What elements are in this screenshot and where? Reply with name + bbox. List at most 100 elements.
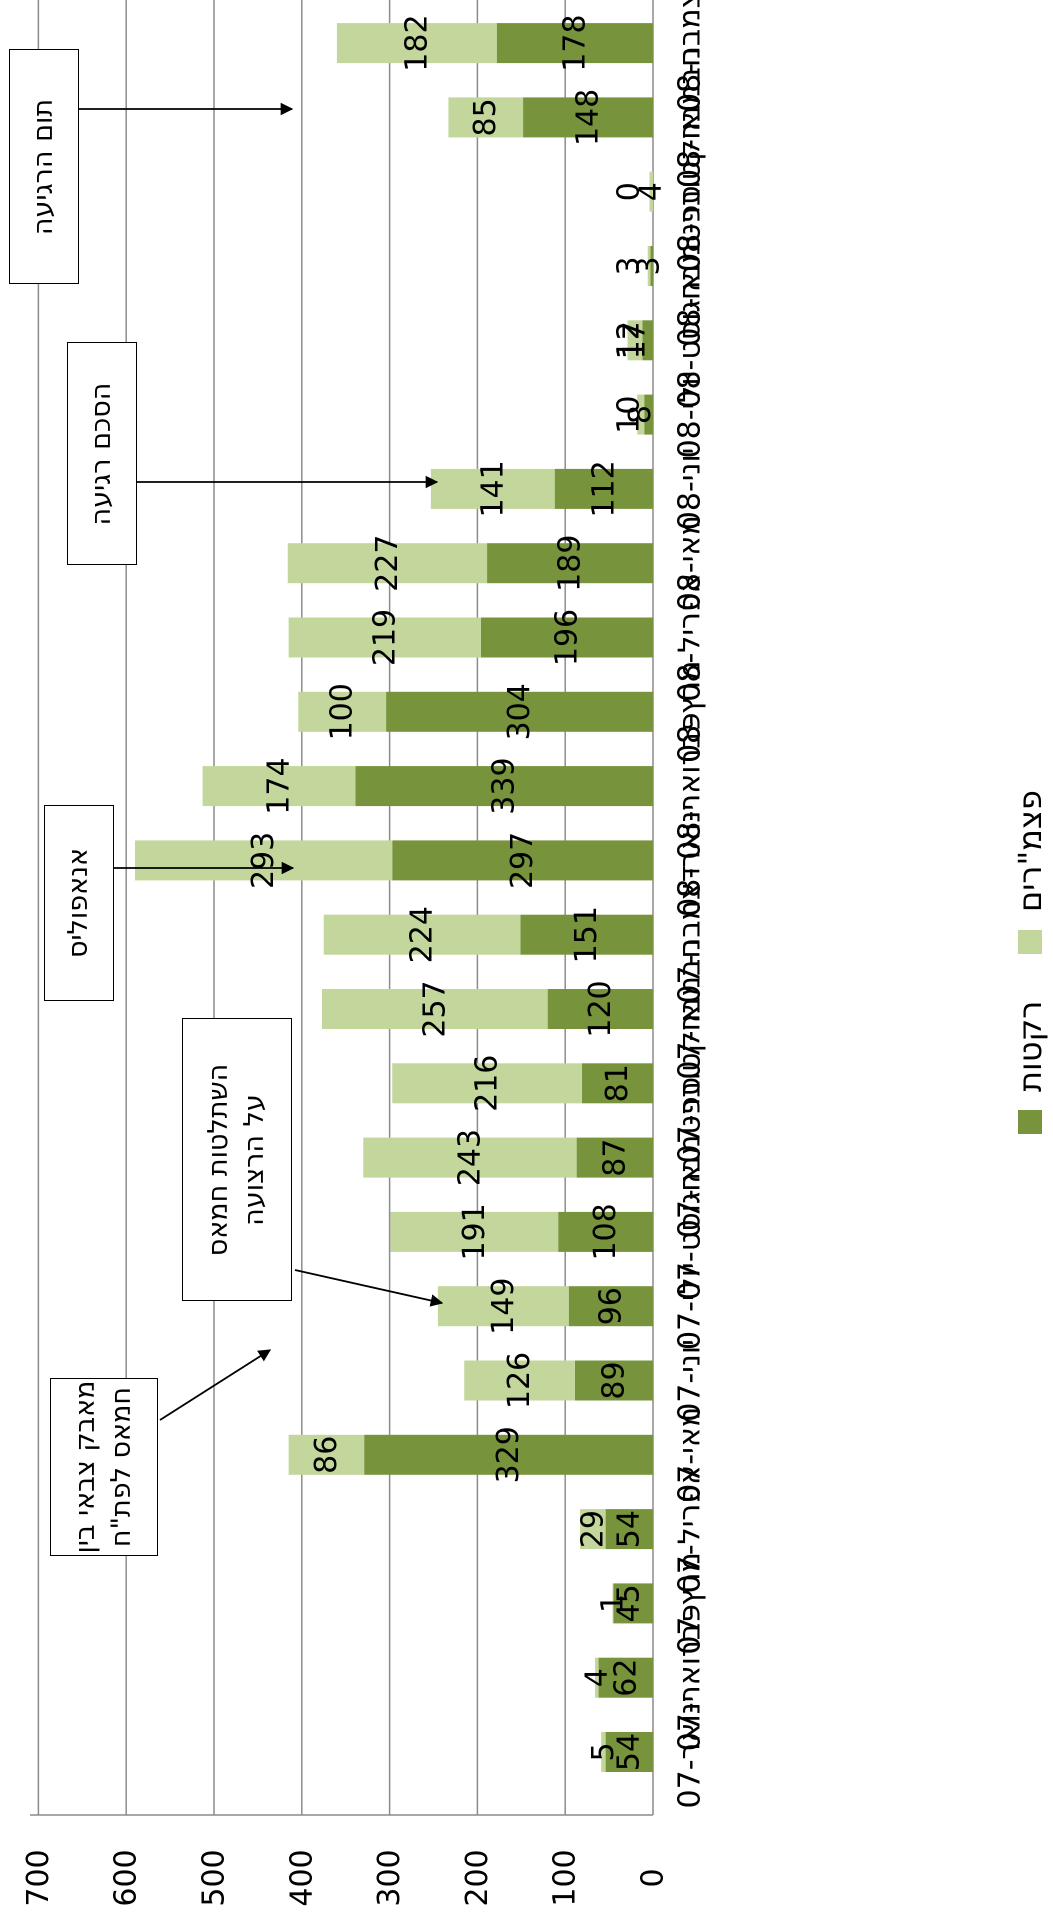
data-label-rockets: 112 [586, 460, 621, 517]
data-label-rockets: 0 [612, 182, 647, 201]
data-label-mortars: 243 [452, 1129, 487, 1186]
category-tick-label: 07-מאי [673, 1407, 708, 1503]
data-label-rockets: 297 [505, 832, 540, 889]
data-label-mortars: 293 [246, 832, 281, 889]
bar-mortars [336, 23, 497, 64]
data-label-mortars: 5 [586, 1742, 621, 1761]
annotation-hamas-takeover: השתלטות חמאס על הרצועה [182, 1018, 292, 1301]
category-tick-label: 08-מרץ [673, 661, 708, 764]
annotation-arrow [294, 1269, 444, 1307]
bar-mortars [288, 1434, 365, 1475]
value-tick-label: 300 [372, 1849, 407, 1906]
category-tick-label: 08-יוני [673, 448, 708, 531]
data-label-mortars: 86 [309, 1436, 344, 1474]
bar-mortars [464, 1360, 575, 1401]
data-label-mortars: 17 [618, 321, 653, 359]
bar-mortars [298, 691, 387, 732]
bar-rockets [576, 1137, 653, 1178]
bar-rockets [386, 691, 653, 732]
bar-mortars [287, 543, 488, 584]
annotation-hamas-fatah: מאבק צבאי בין חמאס לפת"ח [50, 1378, 158, 1556]
data-label-mortars: 126 [502, 1352, 537, 1409]
value-tick-label: 700 [21, 1849, 56, 1906]
annotation-text: הסכם רגיעה [86, 382, 117, 525]
data-label-mortars: 4 [579, 1668, 614, 1687]
data-label-mortars: 219 [367, 609, 402, 666]
data-label-rockets: 189 [553, 535, 588, 592]
category-tick-label: 08-נובמבר [673, 47, 708, 188]
legend-item-rockets-label: רקטות [1011, 1001, 1049, 1092]
value-tick-label: 400 [284, 1849, 319, 1906]
data-label-rockets: 12 [612, 321, 647, 359]
bar-rockets [523, 97, 653, 138]
category-tick-label: 08-פברואר [673, 713, 708, 860]
bar-rockets [642, 320, 653, 361]
data-label-mortars: 1 [596, 1594, 631, 1613]
bar-mortars [580, 1509, 606, 1550]
bar-mortars [437, 1286, 569, 1327]
bar-mortars [612, 1583, 614, 1624]
category-tick-label: 07-ספטמבר [673, 1077, 708, 1238]
bar-mortars [627, 320, 643, 361]
bar-mortars [649, 171, 653, 212]
data-label-mortars: 100 [325, 683, 360, 740]
data-label-mortars: 182 [399, 14, 434, 71]
bar-mortars [595, 1657, 599, 1698]
category-tick-label: 08-אוקטובר [673, 111, 708, 271]
category-tick-label: 07-נובמבר [673, 938, 708, 1079]
data-label-mortars: 216 [470, 1055, 505, 1112]
category-tick-label: 07-ינואר [673, 1696, 708, 1809]
data-label-rockets: 62 [608, 1659, 643, 1697]
bar-rockets [558, 1211, 653, 1252]
data-label-mortars: 3 [632, 256, 667, 275]
bar-mortars [321, 989, 548, 1029]
bar-mortars [601, 1732, 606, 1772]
bar-mortars [448, 97, 524, 138]
value-tick-label: 500 [197, 1849, 232, 1906]
data-label-mortars: 149 [486, 1278, 521, 1335]
data-label-rockets: 54 [612, 1510, 647, 1548]
bar-rockets [355, 766, 653, 807]
value-tick-label: 100 [548, 1849, 583, 1906]
data-label-rockets: 10 [612, 396, 647, 434]
bar-mortars [390, 1211, 559, 1252]
data-label-rockets: 304 [502, 683, 537, 740]
bar-rockets [605, 1732, 653, 1772]
category-tick-label: 07-יוני [673, 1339, 708, 1422]
bar-rockets [520, 914, 653, 955]
data-label-rockets: 54 [612, 1733, 647, 1771]
bar-rockets [574, 1360, 653, 1401]
category-tick-label: 08-מאי [673, 515, 708, 611]
data-label-mortars: 4 [634, 182, 669, 201]
category-tick-label: 08-אוגוסט [673, 272, 708, 409]
data-label-rockets: 108 [588, 1203, 623, 1260]
annotation-ceasefire-end: תום הרגיעה [9, 49, 79, 284]
bar-mortars [392, 1063, 582, 1104]
value-tick-label: 200 [460, 1849, 495, 1906]
legend-item-mortars-swatch [1018, 930, 1042, 954]
value-tick-label: 600 [109, 1849, 144, 1906]
data-label-rockets: 89 [596, 1361, 631, 1399]
data-label-rockets: 87 [597, 1139, 632, 1177]
bar-rockets [547, 989, 653, 1029]
bar-rockets [392, 840, 653, 881]
category-tick-label: 07-דצמבר [673, 866, 708, 1004]
bar-mortars [323, 914, 521, 955]
category-tick-label: 08-דצמבר [673, 0, 708, 112]
data-label-mortars: 191 [457, 1203, 492, 1260]
category-tick-label: 08-יולי [673, 371, 708, 459]
bar-mortars [647, 246, 651, 286]
category-tick-label: 07-אפריל [673, 1465, 708, 1593]
value-tick-label: 0 [636, 1868, 671, 1887]
bar-rockets [364, 1434, 653, 1475]
annotation-annapolis: אנאפוליס [44, 805, 114, 1001]
bar-mortars [202, 766, 356, 807]
bar-rockets [554, 468, 653, 509]
annotation-text: מאבק צבאי בין חמאס לפת"ח [70, 1380, 137, 1554]
category-tick-label: 08-אפריל [673, 573, 708, 701]
bar-mortars [288, 617, 481, 658]
bar-rockets [496, 23, 653, 64]
category-tick-label: 08-ספטמבר [673, 185, 708, 346]
bar-mortars [637, 394, 645, 435]
